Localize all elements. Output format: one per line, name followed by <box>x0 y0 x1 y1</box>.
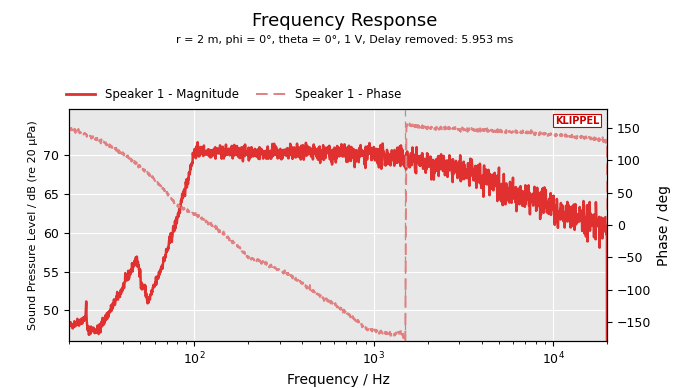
Speaker 1 - Phase <box>489 129 497 134</box>
Speaker 1 - Magnitude <box>327 153 335 158</box>
Line: Speaker 1 - Magnitude: Speaker 1 - Magnitude <box>69 142 607 388</box>
Speaker 1 - Phase <box>92 137 101 142</box>
Speaker 1 - Phase <box>313 290 321 294</box>
Speaker 1 - Magnitude <box>65 322 73 327</box>
Speaker 1 - Magnitude <box>194 140 202 145</box>
Speaker 1 - Phase <box>588 139 596 143</box>
Speaker 1 - Phase <box>588 137 596 141</box>
Speaker 1 - Phase <box>406 121 414 126</box>
Y-axis label: Phase / deg: Phase / deg <box>657 185 671 265</box>
Line: Speaker 1 - Phase: Speaker 1 - Phase <box>69 123 607 343</box>
Speaker 1 - Magnitude <box>313 147 321 152</box>
Y-axis label: Sound Pressure Level / dB (re 20 µPa): Sound Pressure Level / dB (re 20 µPa) <box>28 120 38 330</box>
Speaker 1 - Phase <box>401 340 409 345</box>
Speaker 1 - Magnitude <box>587 223 595 228</box>
Speaker 1 - Magnitude <box>489 178 497 182</box>
Speaker 1 - Phase <box>65 126 73 131</box>
Speaker 1 - Phase <box>326 301 335 306</box>
Text: KLIPPEL: KLIPPEL <box>555 116 599 126</box>
Text: Frequency Response: Frequency Response <box>253 12 437 29</box>
Speaker 1 - Phase <box>603 222 611 227</box>
Speaker 1 - Magnitude <box>588 219 596 223</box>
Text: r = 2 m, phi = 0°, theta = 0°, 1 V, Delay removed: 5.953 ms: r = 2 m, phi = 0°, theta = 0°, 1 V, Dela… <box>177 35 513 45</box>
Speaker 1 - Magnitude <box>92 328 101 333</box>
X-axis label: Frequency / Hz: Frequency / Hz <box>286 373 390 387</box>
Legend: Speaker 1 - Magnitude, Speaker 1 - Phase: Speaker 1 - Magnitude, Speaker 1 - Phase <box>61 83 406 106</box>
